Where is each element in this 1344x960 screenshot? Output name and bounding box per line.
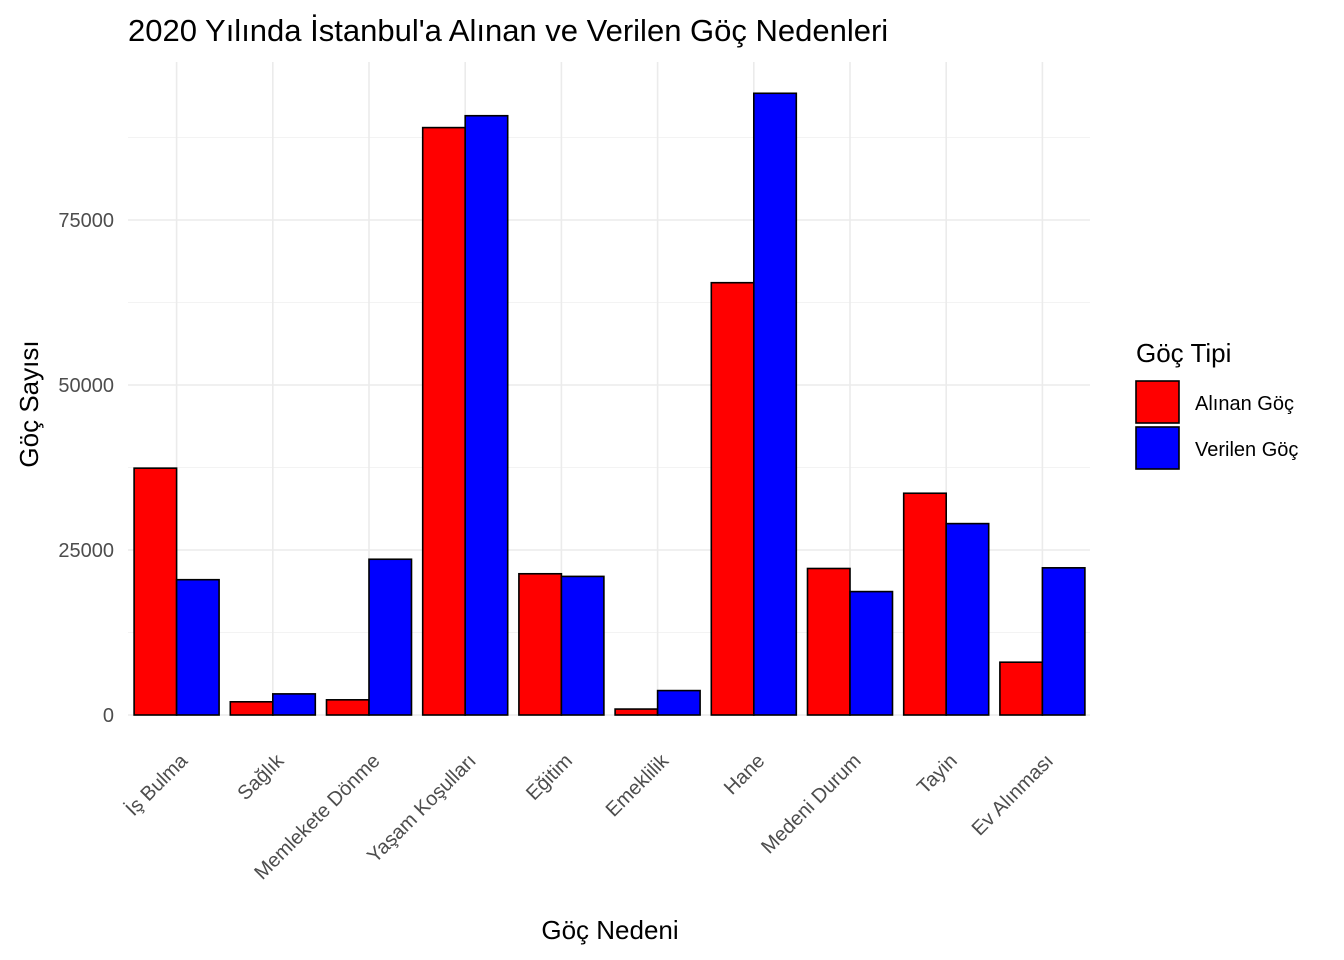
bar-alinan-7 xyxy=(806,567,851,716)
bars xyxy=(133,92,1086,716)
legend-label-alinan-goc: Alınan Göç xyxy=(1195,393,1294,415)
x-tick-label: Ev Alınması xyxy=(968,750,1058,840)
chart-title: 2020 Yılında İstanbul'a Alınan ve Verile… xyxy=(128,13,888,48)
bar-verilen-4 xyxy=(560,575,605,716)
y-tick-label: 50000 xyxy=(58,375,114,397)
bar-alinan-3 xyxy=(421,126,467,716)
legend: Göç Tipi Alınan Göç Verilen Göç xyxy=(1135,338,1298,470)
bar-alinan-4 xyxy=(518,572,563,716)
x-tick-label: Tayin xyxy=(913,750,962,799)
legend-title: Göç Tipi xyxy=(1136,338,1231,368)
bar-verilen-1 xyxy=(271,693,317,716)
bar-verilen-3 xyxy=(464,114,509,716)
x-tick-label: Emeklilik xyxy=(602,749,674,821)
bar-verilen-2 xyxy=(368,558,413,716)
y-tick-label: 75000 xyxy=(58,210,114,232)
x-tick-label: Hane xyxy=(720,750,769,799)
legend-key-verilen-goc xyxy=(1135,426,1180,470)
bar-verilen-7 xyxy=(849,590,894,716)
x-tick-label: İş Bulma xyxy=(121,749,193,821)
bar-alinan-5 xyxy=(614,708,659,716)
bar-alinan-6 xyxy=(710,281,755,716)
x-axis-title: Göç Nedeni xyxy=(541,915,678,945)
bar-verilen-5 xyxy=(656,689,701,716)
bar-verilen-6 xyxy=(752,92,798,716)
x-tick-label: Sağlık xyxy=(233,749,289,805)
x-tick-label: Eğitim xyxy=(522,750,577,805)
y-tick-label: 25000 xyxy=(58,540,114,562)
bar-verilen-9 xyxy=(1041,567,1086,716)
bar-alinan-2 xyxy=(325,699,370,716)
bar-alinan-8 xyxy=(902,492,948,716)
x-tick-label: Medeni Durum xyxy=(757,750,865,858)
legend-label-verilen-goc: Verilen Göç xyxy=(1195,439,1298,461)
bar-alinan-9 xyxy=(999,661,1044,716)
y-tick-label: 0 xyxy=(103,705,114,727)
y-tick-labels: 0 25000 50000 75000 xyxy=(58,210,114,727)
bar-alinan-0 xyxy=(133,467,178,716)
bar-verilen-0 xyxy=(175,578,220,716)
bar-verilen-8 xyxy=(945,522,990,716)
y-axis-title: Göç Sayısı xyxy=(14,340,44,467)
legend-key-alinan-goc xyxy=(1135,380,1180,424)
bar-alinan-1 xyxy=(229,700,274,716)
